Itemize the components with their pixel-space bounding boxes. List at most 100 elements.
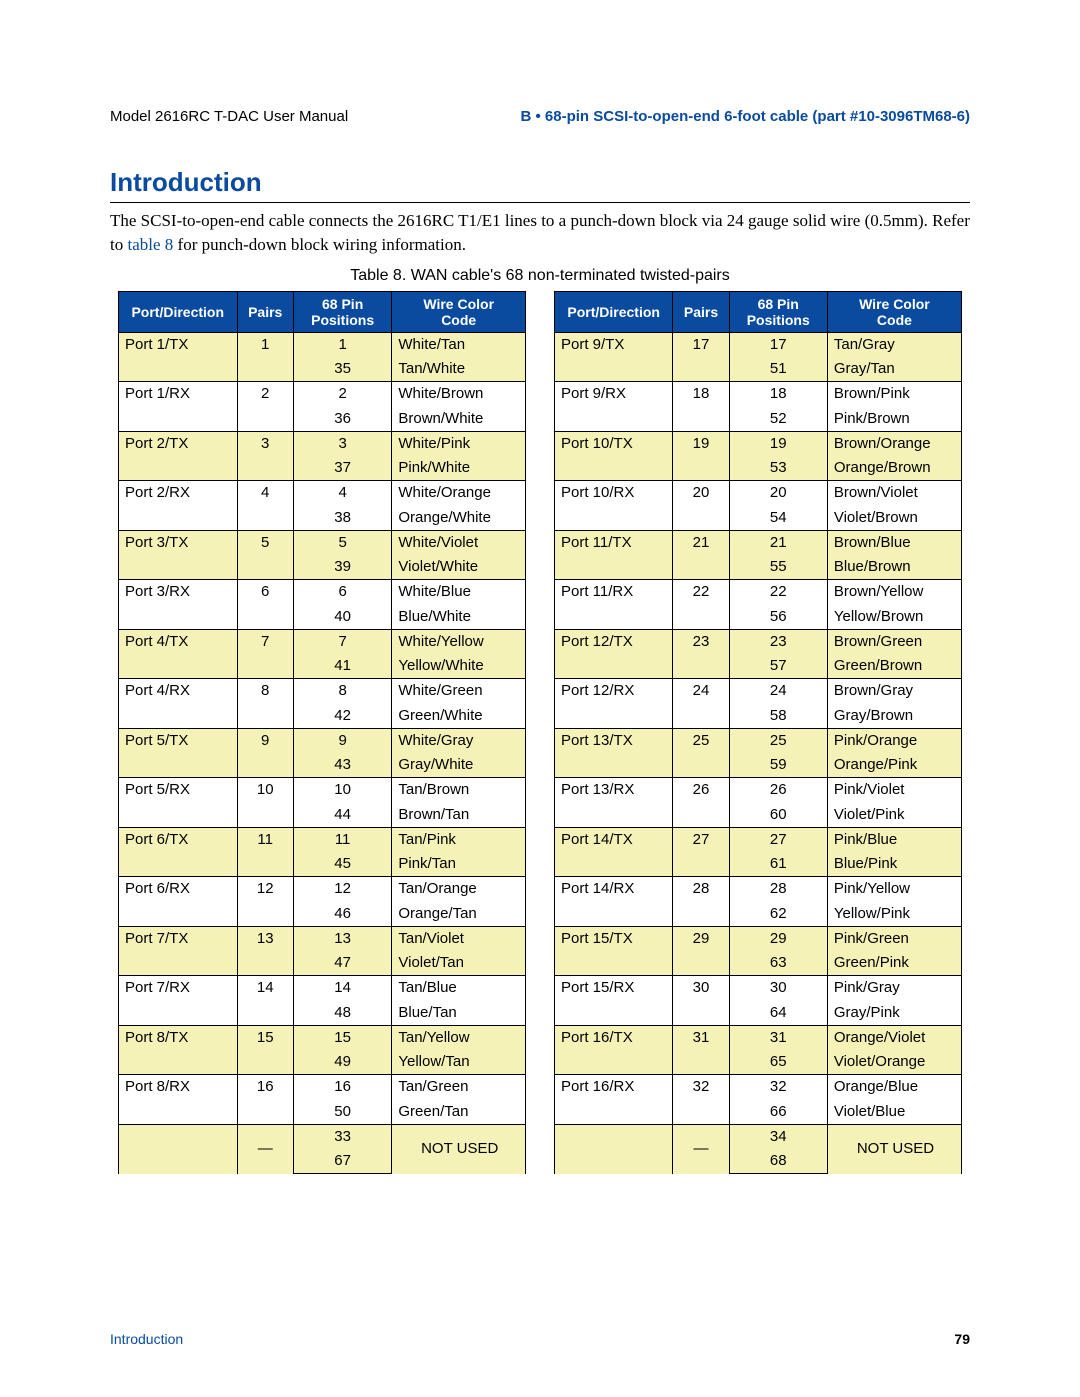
table-row: Port 1/TX11White/Tan	[119, 332, 526, 357]
cell-pairs: 6	[237, 580, 293, 605]
cell-wirecolor: Brown/White	[392, 407, 526, 432]
cell-port	[555, 704, 673, 729]
cell-pairs	[237, 407, 293, 432]
cell-wirecolor: White/Brown	[392, 382, 526, 407]
cell-wirecolor: Orange/Blue	[827, 1075, 961, 1100]
cell-pin: 29	[729, 926, 827, 951]
cell-port: Port 5/TX	[119, 728, 238, 753]
cell-port	[119, 803, 238, 828]
cell-port	[555, 456, 673, 481]
table-row: Port 14/TX2727Pink/Blue	[555, 827, 962, 852]
cell-wirecolor: Gray/Brown	[827, 704, 961, 729]
cell-port	[555, 753, 673, 778]
cell-pairs	[237, 555, 293, 580]
table-row: Port 9/RX1818Brown/Pink	[555, 382, 962, 407]
cell-pairs: 11	[237, 827, 293, 852]
cell-port	[555, 803, 673, 828]
cell-port	[119, 506, 238, 531]
cell-port: Port 10/TX	[555, 431, 673, 456]
cell-pin: 56	[729, 605, 827, 630]
cell-pin: 34	[729, 1124, 827, 1149]
cell-pin: 5	[293, 530, 392, 555]
cell-wirecolor: Pink/White	[392, 456, 526, 481]
cell-pin: 23	[729, 629, 827, 654]
cell-wirecolor: Violet/White	[392, 555, 526, 580]
cell-pin: 51	[729, 357, 827, 382]
cell-pin: 39	[293, 555, 392, 580]
cell-wirecolor: Gray/Pink	[827, 1001, 961, 1026]
col-pairs: Pairs	[237, 291, 293, 332]
cell-pairs	[673, 1050, 729, 1075]
col-wirecolor: Wire ColorCode	[392, 291, 526, 332]
cell-wirecolor: Pink/Violet	[827, 778, 961, 803]
cell-wirecolor: Violet/Pink	[827, 803, 961, 828]
cell-wirecolor: Brown/Pink	[827, 382, 961, 407]
cell-port: Port 12/RX	[555, 679, 673, 704]
table-row: 45Pink/Tan	[119, 852, 526, 877]
cell-pin: 14	[293, 976, 392, 1001]
cell-pin: 4	[293, 481, 392, 506]
table-row-unused: —33NOT USED	[119, 1124, 526, 1149]
cell-wirecolor: White/Tan	[392, 332, 526, 357]
table-row: 36Brown/White	[119, 407, 526, 432]
header-left: Model 2616RC T-DAC User Manual	[110, 108, 348, 125]
cell-pin: 15	[293, 1025, 392, 1050]
cell-port: Port 12/TX	[555, 629, 673, 654]
cell-port: Port 10/RX	[555, 481, 673, 506]
table-row: Port 7/TX1313Tan/Violet	[119, 926, 526, 951]
cell-wirecolor: Violet/Tan	[392, 951, 526, 976]
cell-wirecolor: Green/Tan	[392, 1100, 526, 1125]
cell-wirecolor: Orange/Tan	[392, 902, 526, 927]
cell-wirecolor: Pink/Gray	[827, 976, 961, 1001]
cell-wirecolor: Violet/Blue	[827, 1100, 961, 1125]
cell-port	[119, 1100, 238, 1125]
table-row: 59Orange/Pink	[555, 753, 962, 778]
cell-port: Port 4/RX	[119, 679, 238, 704]
cell-pairs: 24	[673, 679, 729, 704]
table-row: Port 14/RX2828Pink/Yellow	[555, 877, 962, 902]
table-row: 58Gray/Brown	[555, 704, 962, 729]
cell-pairs	[673, 852, 729, 877]
table-row: Port 4/TX77White/Yellow	[119, 629, 526, 654]
cell-pairs	[237, 852, 293, 877]
table-row: 54Violet/Brown	[555, 506, 962, 531]
cell-wirecolor: Blue/Tan	[392, 1001, 526, 1026]
cell-pin: 44	[293, 803, 392, 828]
cell-port	[119, 1124, 238, 1174]
table-row: 53Orange/Brown	[555, 456, 962, 481]
cell-pairs: 9	[237, 728, 293, 753]
cell-pairs: 20	[673, 481, 729, 506]
cell-port: Port 9/TX	[555, 332, 673, 357]
cell-pin: 27	[729, 827, 827, 852]
cell-pairs: 32	[673, 1075, 729, 1100]
cell-pin: 67	[293, 1149, 392, 1174]
cell-pairs: 22	[673, 580, 729, 605]
cell-wirecolor: Green/White	[392, 704, 526, 729]
page-footer: Introduction 79	[110, 1331, 970, 1347]
cell-pairs	[673, 605, 729, 630]
cell-wirecolor: Blue/White	[392, 605, 526, 630]
table-row: 57Green/Brown	[555, 654, 962, 679]
table-row: 60Violet/Pink	[555, 803, 962, 828]
cell-port: Port 2/RX	[119, 481, 238, 506]
cell-port	[555, 951, 673, 976]
section-title: Introduction	[110, 167, 970, 198]
cell-port: Port 16/TX	[555, 1025, 673, 1050]
cell-wirecolor: Pink/Green	[827, 926, 961, 951]
intro-link[interactable]: table 8	[127, 235, 173, 254]
table-row: 39Violet/White	[119, 555, 526, 580]
table-caption: Table 8. WAN cable's 68 non-terminated t…	[110, 267, 970, 285]
cell-pairs: 8	[237, 679, 293, 704]
cell-pin: 19	[729, 431, 827, 456]
table-row: 48Blue/Tan	[119, 1001, 526, 1026]
cell-pin: 55	[729, 555, 827, 580]
cell-pairs	[673, 555, 729, 580]
cell-wirecolor: Tan/Green	[392, 1075, 526, 1100]
cell-pin: 40	[293, 605, 392, 630]
table-row: Port 5/TX99White/Gray	[119, 728, 526, 753]
cell-pin: 54	[729, 506, 827, 531]
cell-wirecolor: Brown/Green	[827, 629, 961, 654]
cell-wirecolor: Pink/Blue	[827, 827, 961, 852]
cell-wirecolor: Green/Pink	[827, 951, 961, 976]
table-row: Port 12/RX2424Brown/Gray	[555, 679, 962, 704]
